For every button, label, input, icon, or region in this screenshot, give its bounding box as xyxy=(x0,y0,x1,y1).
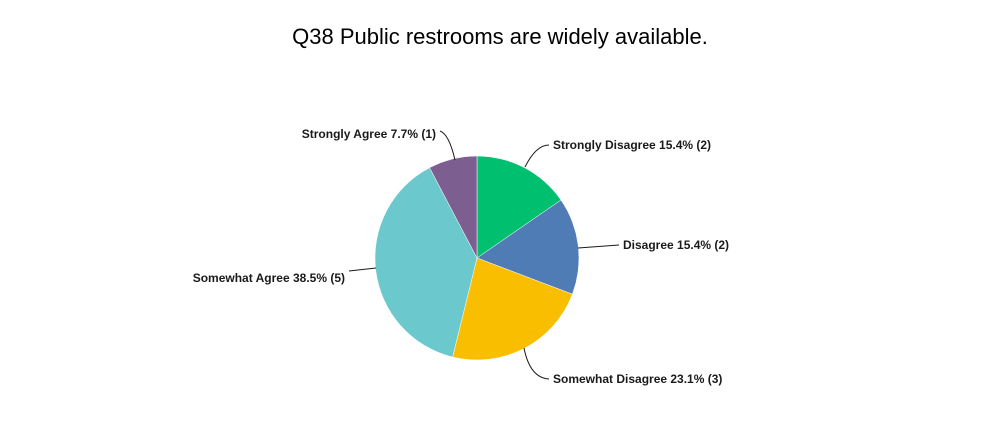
leader-line xyxy=(439,130,456,161)
slice-label-somewhat-disagree: Somewhat Disagree 23.1% (3) xyxy=(553,372,722,386)
pie-slice-disagree xyxy=(476,199,580,295)
slice-label-disagree: Disagree 15.4% (2) xyxy=(623,238,729,252)
pie-slice-somewhat-agree xyxy=(374,167,478,358)
slice-labels: Strongly Disagree 15.4% (2) Disagree 15.4… xyxy=(193,127,729,386)
pie-slice-strongly-disagree xyxy=(476,155,562,259)
slice-label-strongly-agree: Strongly Agree 7.7% (1) xyxy=(302,127,436,141)
leader-lines xyxy=(348,130,620,380)
leader-line xyxy=(524,144,550,168)
leader-line xyxy=(577,244,620,249)
leader-line xyxy=(348,267,377,272)
chart-title: Q38 Public restrooms are widely availabl… xyxy=(292,24,708,49)
pie-slices xyxy=(374,155,580,361)
pie-slice-strongly-agree xyxy=(429,155,478,259)
leader-line xyxy=(523,347,550,380)
slice-label-strongly-disagree: Strongly Disagree 15.4% (2) xyxy=(553,138,711,152)
slice-label-somewhat-agree: Somewhat Agree 38.5% (5) xyxy=(193,271,345,285)
